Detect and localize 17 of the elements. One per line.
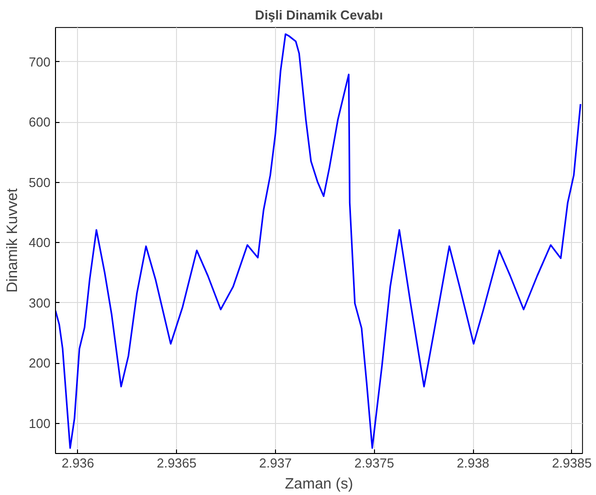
y-tick-label: 500 — [28, 174, 51, 190]
x-tick-label: 2.9385 — [552, 456, 592, 470]
y-tick-label: 600 — [28, 114, 51, 130]
x-tick-label: 2.9375 — [354, 456, 394, 470]
x-tick-label: 2.937 — [259, 456, 292, 470]
line-series — [56, 33, 582, 449]
chart-title: Dişli Dinamik Cevabı — [255, 8, 383, 22]
y-tick-label: 100 — [28, 416, 51, 431]
x-axis-title: Zaman (s) — [284, 476, 354, 492]
y-tick-label: 300 — [28, 295, 51, 310]
y-tick-label: 200 — [28, 356, 51, 371]
x-tick-label: 2.9365 — [156, 456, 197, 470]
y-tick-label: 400 — [28, 235, 51, 250]
y-tick-label: 700 — [28, 54, 51, 70]
x-tick-label: 2.938 — [456, 456, 490, 470]
x-tick-label: 2.936 — [62, 456, 94, 470]
y-axis-title: Dinamik Kuvvet — [4, 188, 21, 293]
